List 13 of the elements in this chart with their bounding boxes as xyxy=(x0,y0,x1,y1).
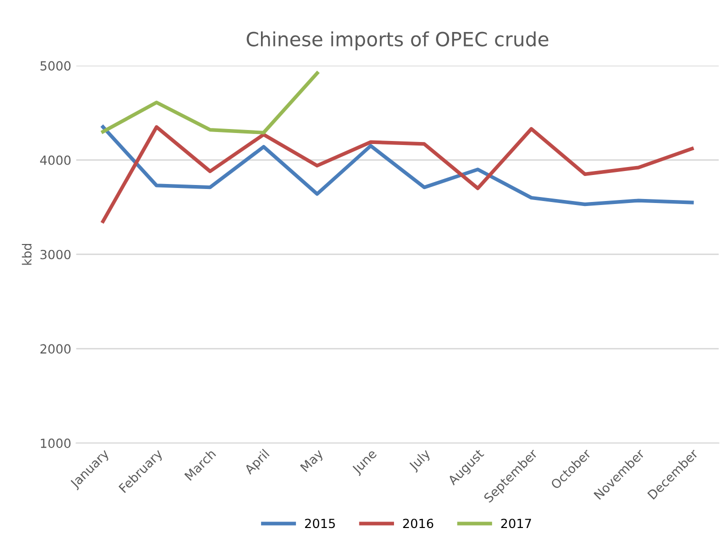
y-tick-label: 1000 xyxy=(40,438,71,448)
y-axis-title: kbd xyxy=(22,244,32,265)
y-tick-label: 3000 xyxy=(40,250,71,260)
legend-label: 2017 xyxy=(501,518,532,528)
y-tick-label: 5000 xyxy=(40,61,71,71)
line-series xyxy=(101,125,694,224)
y-tick-label: 2000 xyxy=(40,344,71,354)
legend-label: 2016 xyxy=(403,518,434,528)
legend-label: 2015 xyxy=(305,518,335,528)
line-series xyxy=(101,71,319,134)
y-tick-label: 4000 xyxy=(40,155,71,165)
chart-title: Chinese imports of OPEC crude xyxy=(246,31,548,50)
line-series xyxy=(101,125,694,206)
